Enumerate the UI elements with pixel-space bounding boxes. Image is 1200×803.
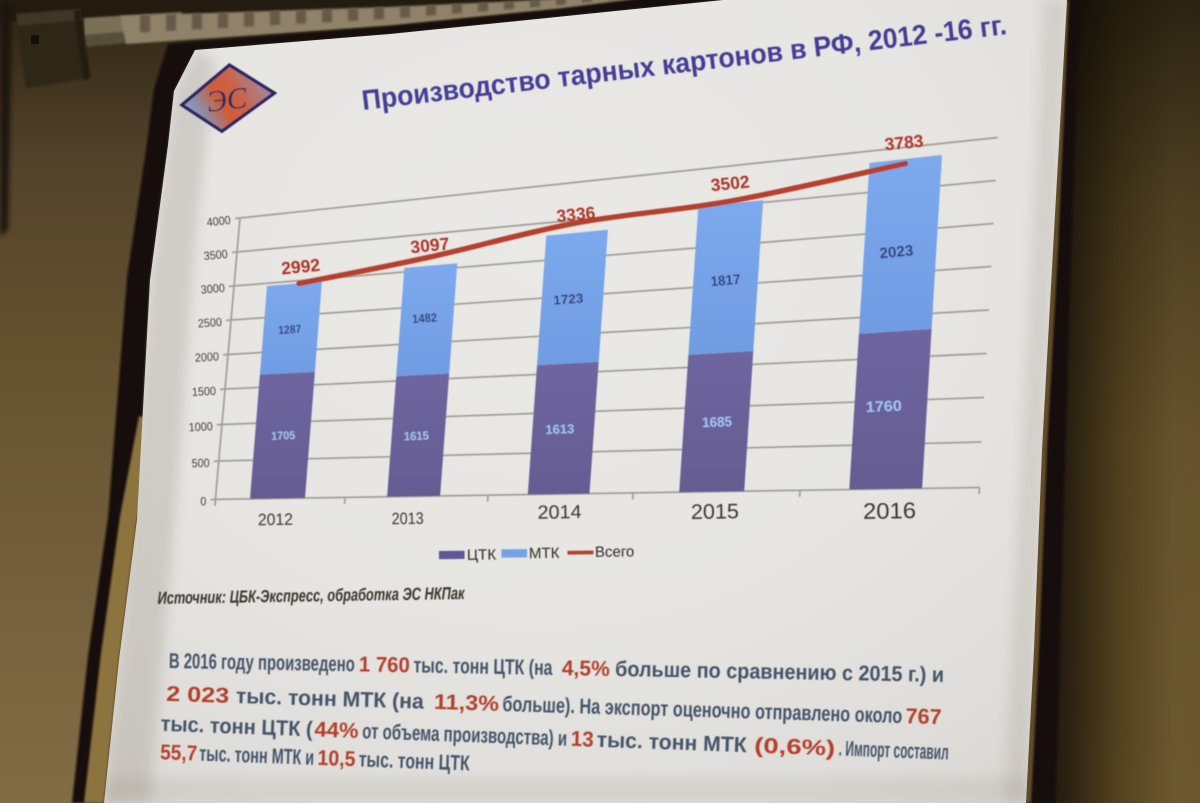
svg-text:ЦТК: ЦТК <box>467 547 496 564</box>
svg-text:4,5%: 4,5% <box>562 656 610 681</box>
svg-text:тыс. тонн МТК: тыс. тонн МТК <box>596 728 748 757</box>
svg-text:3336: 3336 <box>556 202 597 226</box>
svg-text:1817: 1817 <box>710 271 741 289</box>
svg-text:1500: 1500 <box>192 384 217 399</box>
svg-text:2015: 2015 <box>691 500 739 524</box>
svg-text:3097: 3097 <box>409 233 450 257</box>
svg-text:3000: 3000 <box>200 281 225 297</box>
svg-text:55,7: 55,7 <box>160 740 198 765</box>
svg-text:1000: 1000 <box>189 419 214 434</box>
svg-text:767: 767 <box>905 704 942 729</box>
svg-text:МТК: МТК <box>529 545 560 562</box>
svg-text:1760: 1760 <box>865 398 902 417</box>
svg-text:1482: 1482 <box>412 310 438 326</box>
svg-text:500: 500 <box>192 456 211 470</box>
svg-text:2000: 2000 <box>194 349 219 364</box>
svg-text:4000: 4000 <box>206 213 232 229</box>
svg-text:2023: 2023 <box>879 242 914 262</box>
svg-text:тыс. тонн ЦТК: тыс. тонн ЦТК <box>358 747 470 775</box>
svg-text:тыс. тонн ЦТК (на: тыс. тонн ЦТК (на <box>413 653 553 680</box>
svg-text:1705: 1705 <box>271 430 296 443</box>
svg-text:больше по сравнению с 2015 г.): больше по сравнению с 2015 г.) и <box>615 657 944 687</box>
svg-text:2013: 2013 <box>391 510 423 528</box>
svg-text:1613: 1613 <box>545 421 575 437</box>
svg-text:11,3%: 11,3% <box>434 690 500 716</box>
svg-text:1685: 1685 <box>702 413 733 430</box>
svg-text:2500: 2500 <box>197 315 222 331</box>
svg-text:2992: 2992 <box>280 255 321 279</box>
svg-text:. Импорт составил: . Импорт составил <box>838 737 949 765</box>
svg-text:1723: 1723 <box>553 290 584 307</box>
svg-text:1615: 1615 <box>404 429 430 444</box>
svg-text:Всего: Всего <box>595 543 635 560</box>
svg-text:ЭС: ЭС <box>205 81 249 119</box>
svg-text:1287: 1287 <box>278 324 302 338</box>
svg-text:2016: 2016 <box>863 498 916 524</box>
svg-text:(0,6%): (0,6%) <box>754 734 836 761</box>
svg-text:3502: 3502 <box>710 171 751 195</box>
svg-text:тыс. тонн МТК (на: тыс. тонн МТК (на <box>236 684 426 714</box>
svg-text:2014: 2014 <box>537 502 582 524</box>
svg-text:44%: 44% <box>314 717 359 743</box>
svg-text:В 2016 году произведено: В 2016 году произведено <box>169 649 355 676</box>
svg-text:1 760: 1 760 <box>359 652 410 677</box>
svg-text:2012: 2012 <box>258 511 293 530</box>
svg-text:3783: 3783 <box>884 131 925 155</box>
svg-text:10,5: 10,5 <box>317 746 356 771</box>
svg-text:13: 13 <box>570 727 594 752</box>
svg-text:Источник: ЦБК-Экспресс, обрабо: Источник: ЦБК-Экспресс, обработка ЭС НКП… <box>157 583 465 608</box>
svg-text:тыс. тонн МТК и: тыс. тонн МТК и <box>199 742 315 770</box>
svg-text:0: 0 <box>200 494 207 508</box>
svg-text:2 023: 2 023 <box>166 682 230 708</box>
svg-text:тыс. тонн ЦТК (: тыс. тонн ЦТК ( <box>160 712 314 742</box>
svg-text:3500: 3500 <box>203 247 229 263</box>
